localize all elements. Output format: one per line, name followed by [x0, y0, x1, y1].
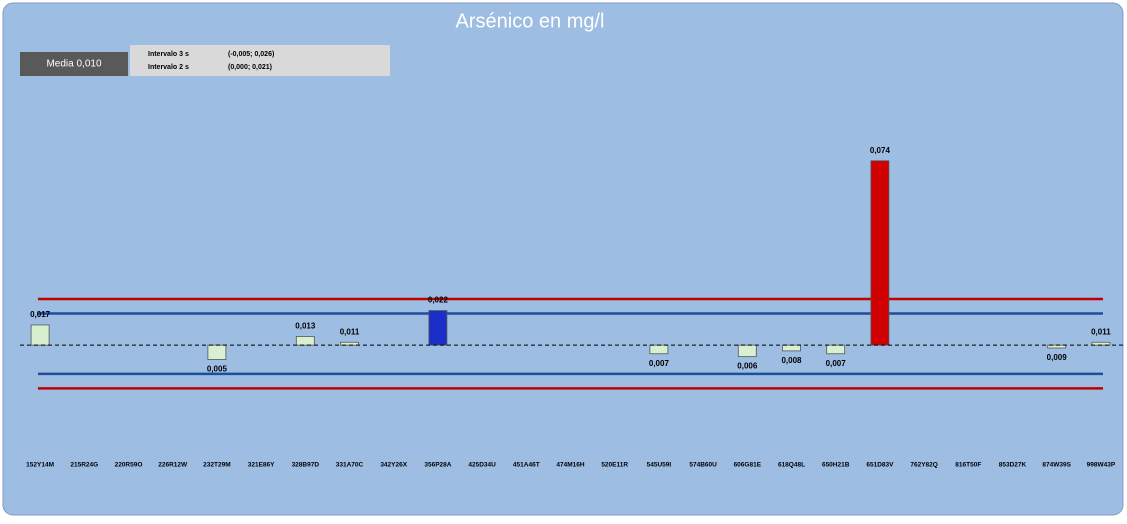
x-tick-label: 425D34U: [468, 462, 496, 469]
x-tick-label: 574B60U: [689, 462, 717, 469]
value-label: 0,008: [781, 356, 802, 365]
value-label: 0,005: [207, 365, 228, 374]
x-tick-label: 520E11R: [601, 462, 628, 469]
bar: [782, 344, 801, 352]
mean-label: Media 0,010: [46, 59, 101, 70]
bar: [826, 344, 846, 355]
x-tick-label: 328B97D: [292, 462, 320, 469]
value-label: 0,017: [30, 310, 51, 319]
x-tick-label: 545U59I: [647, 462, 672, 469]
x-tick-label: 331A70C: [336, 462, 364, 469]
x-tick-label: 342Y26X: [380, 462, 407, 469]
x-tick-label: 998W43P: [1087, 462, 1116, 469]
x-tick-label: 321E86Y: [248, 462, 275, 469]
interval-label: Intervalo 3 s: [148, 51, 189, 58]
x-tick-label: 226R12W: [158, 462, 188, 469]
value-label: 0,074: [870, 146, 891, 155]
value-label: 0,011: [340, 327, 360, 336]
bar: [30, 324, 50, 346]
x-tick-label: 651D83V: [866, 462, 894, 469]
bar: [207, 344, 227, 360]
x-tick-label: 650H21B: [822, 462, 850, 469]
x-tick-label: 762Y82Q: [910, 462, 937, 469]
x-tick-label: 356P28A: [424, 462, 451, 469]
x-tick-label: 152Y14M: [26, 462, 54, 469]
panel: [2, 2, 1124, 516]
bar: [649, 344, 669, 355]
mean-box: [20, 52, 128, 76]
interval-range: (0,000; 0,021): [228, 64, 272, 71]
interval-label: Intervalo 2 s: [148, 64, 189, 71]
x-tick-label: 618Q48L: [778, 462, 805, 469]
x-tick-label: 874W39S: [1042, 462, 1071, 469]
chart-title: Arsénico en mg/l: [456, 10, 605, 32]
bar: [428, 310, 448, 346]
x-tick-label: 215R24G: [70, 462, 98, 469]
x-tick-label: 220R59O: [115, 462, 143, 469]
value-label: 0,022: [428, 296, 449, 305]
value-label: 0,009: [1047, 353, 1068, 362]
x-tick-label: 853D27K: [999, 462, 1027, 469]
interval-range: (-0,005; 0,026): [228, 51, 274, 58]
x-tick-label: 451A46T: [513, 462, 540, 469]
bar: [295, 336, 315, 346]
value-label: 0,013: [295, 322, 316, 331]
x-tick-label: 816T50F: [955, 462, 981, 469]
x-tick-label: 474M16H: [556, 462, 584, 469]
x-tick-label: 232T29M: [203, 462, 230, 469]
x-tick-label: 606G81E: [734, 462, 762, 469]
interval-box: [130, 45, 390, 76]
bar: [737, 344, 757, 358]
value-label: 0,007: [649, 359, 670, 368]
value-label: 0,007: [826, 359, 847, 368]
value-label: 0,006: [737, 362, 758, 371]
bar: [870, 160, 890, 346]
value-label: 0,011: [1091, 327, 1111, 336]
